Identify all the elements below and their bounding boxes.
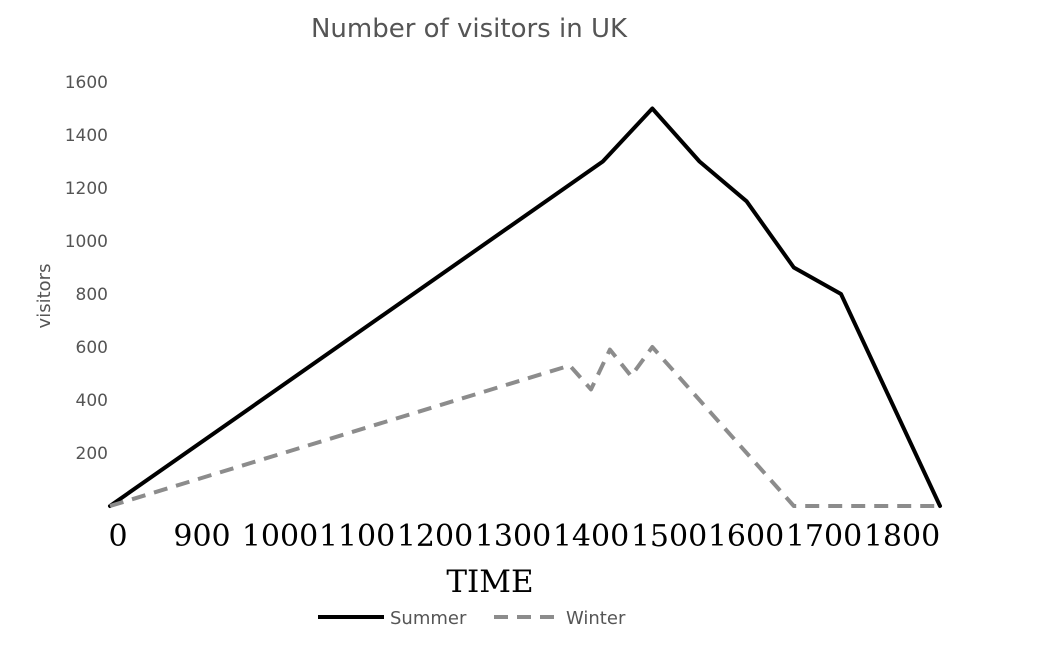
x-tick-label: 1000 xyxy=(242,519,318,554)
legend-label-winter: Winter xyxy=(566,608,626,629)
series-line-winter xyxy=(109,345,940,508)
y-tick-label: 1000 xyxy=(65,232,108,252)
x-tick-label: 1600 xyxy=(708,519,784,554)
legend-label-summer: Summer xyxy=(390,608,467,629)
series-lines xyxy=(108,106,942,508)
x-tick-label: 1700 xyxy=(786,519,862,554)
x-tick-label: 0 xyxy=(108,519,127,554)
legend: Summer Winter xyxy=(318,608,626,629)
x-tick-label: 1500 xyxy=(631,519,707,554)
y-tick-label: 800 xyxy=(76,285,108,305)
y-tick-label: 600 xyxy=(76,338,108,358)
y-tick-label: 200 xyxy=(76,444,108,464)
x-axis-ticks: 0 900 1000 1100 1200 1300 1400 1500 1600 1700 1800 xyxy=(108,519,940,554)
x-tick-label: 1300 xyxy=(475,519,551,554)
x-tick-label: 1200 xyxy=(397,519,473,554)
y-tick-label: 400 xyxy=(76,391,108,411)
y-tick-label: 1600 xyxy=(65,73,108,93)
x-axis-label: TIME xyxy=(446,564,533,600)
x-tick-label: 1400 xyxy=(553,519,629,554)
x-tick-label: 1800 xyxy=(864,519,940,554)
x-tick-label: 1100 xyxy=(319,519,395,554)
y-axis-label: visitors xyxy=(34,264,55,329)
series-line-summer xyxy=(108,106,942,508)
x-tick-label: 900 xyxy=(173,519,230,554)
y-tick-label: 1400 xyxy=(65,126,108,146)
y-axis-ticks: 200 400 600 800 1000 1200 1400 1600 xyxy=(65,73,108,464)
chart-title: Number of visitors in UK xyxy=(310,14,628,44)
y-tick-label: 1200 xyxy=(65,179,108,199)
